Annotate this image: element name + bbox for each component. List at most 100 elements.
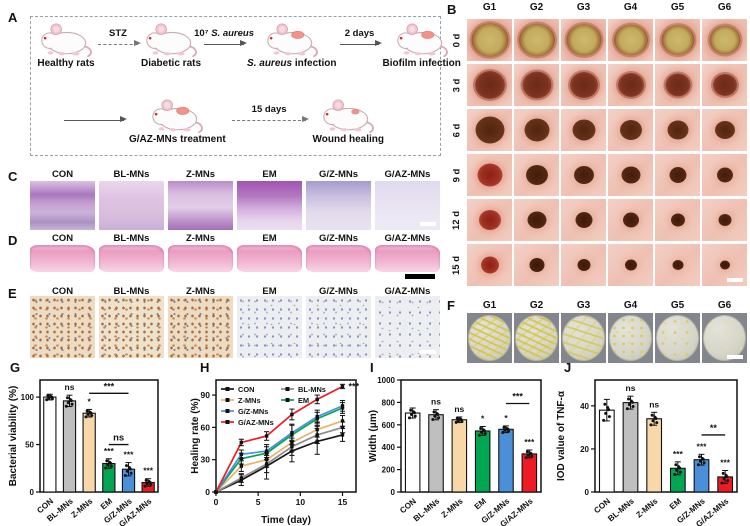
wound-photo [608,154,653,196]
panel-b-row-label-text: 6 d [450,123,462,137]
panel-a-row1: Healthy rats STZ Diabetic rats 10⁷ S. aureu… [37,21,461,91]
rat-icon [145,22,197,57]
wound-photo [608,19,653,61]
tissue-image [168,296,233,358]
svg-text:400: 400 [382,443,396,452]
svg-text:**: ** [710,423,718,433]
arrow-icon [339,40,382,47]
wound-photo [655,154,700,196]
svg-text:100: 100 [21,393,35,402]
column-header: CON [51,233,74,244]
svg-text:60: 60 [201,422,211,432]
arrow-label: 10⁷ S. aureus [194,28,254,41]
svg-text:BL-MNs: BL-MNs [412,496,442,523]
wound-spot [480,256,499,274]
caption-rest: infection [292,58,337,69]
arrow-label: 2 days [344,28,375,39]
panel-f-column-header: G5 [670,300,685,311]
rat-icon [396,22,448,57]
column-header: CON [51,286,74,297]
svg-text:0: 0 [391,488,396,497]
panel-b-row-label: 12 d [449,199,464,241]
column-header: BL-MNs [113,286,150,297]
svg-text:40: 40 [580,402,589,411]
wound-photo [561,199,606,241]
arrow-icon [63,116,128,123]
wound-photo [608,244,653,286]
wound-spot [577,259,590,271]
tissue-image [306,245,371,272]
agar-plate-photo [514,313,559,363]
wound-spot [575,212,592,228]
svg-text:*: * [88,396,92,406]
svg-text:Width (μm): Width (μm) [368,410,379,462]
tissue-image [99,296,164,358]
agar-plate [609,315,652,361]
column-header: Z-MNs [185,169,216,180]
tissue-image [375,296,440,358]
column-header: G/Z-MNs [318,169,359,180]
svg-text:CON: CON [238,385,254,394]
panel-b-row-label-text: 12 d [451,210,463,230]
wound-photo [608,109,653,151]
process-arrow: 15 days [226,97,313,123]
rat-step: S. aureus infection [247,21,337,69]
svg-text:*: * [504,413,508,423]
panel-b-column-header: G5 [670,2,685,13]
rat-step: Diabetic rats [141,21,201,69]
wound-photo [467,154,512,196]
rat-icon [323,98,375,133]
panel-c-label: C [8,169,18,184]
rat-step: Healthy rats [37,21,95,69]
wound-photo [514,109,559,151]
step-caption: G/AZ-MNs treatment [129,134,226,145]
panel-b-row-label: 9 d [449,154,464,196]
wound-photo [467,199,512,241]
column-header: EM [262,169,277,180]
wound-spot [471,23,508,57]
wound-spot [617,73,644,97]
panel-b-row-label: 15 d [449,244,464,286]
panel-b-column-header: G1 [482,2,497,13]
wound-spot [619,120,642,140]
wound-photo [702,19,747,61]
wound-photo [561,64,606,106]
panel-b-column-header: G3 [576,2,591,13]
panel-b-row-label-text: 9 d [450,168,462,182]
arrow-label-prefix: 10⁷ [194,28,212,39]
svg-text:CON: CON [592,497,612,516]
wound-spot [716,167,733,183]
svg-text:90: 90 [201,390,211,400]
svg-text:10: 10 [296,497,306,507]
wound-photo [702,199,747,241]
wound-photo [702,109,747,151]
panel-b-label: B [447,2,457,17]
wound-spot [613,24,648,56]
svg-text:EM: EM [298,396,309,405]
svg-text:***: *** [143,466,154,476]
agar-plate [515,315,558,361]
scale-bar-white [420,350,436,354]
svg-text:ns: ns [454,404,464,414]
arrow-label: STZ [109,28,127,39]
tissue-image [306,296,371,358]
panel-b-column-header: G6 [717,2,732,13]
wound-photo [514,64,559,106]
panel-f-column-header: G3 [576,300,591,311]
wound-spot [529,258,544,272]
panel-i-label: I [370,360,374,375]
agar-plate [468,315,511,361]
svg-text:***: *** [124,450,135,460]
wound-spot [524,118,549,142]
wound-photo [514,154,559,196]
column-header: EM [262,286,277,297]
panel-b-row-label-text: 3 d [450,78,462,92]
process-arrow: STZ [95,21,141,47]
svg-text:15: 15 [338,497,348,507]
wound-photo [467,244,512,286]
svg-text:CON: CON [398,497,418,516]
agar-plate-photo [561,313,606,363]
panel-f-column-header: G6 [717,300,732,311]
